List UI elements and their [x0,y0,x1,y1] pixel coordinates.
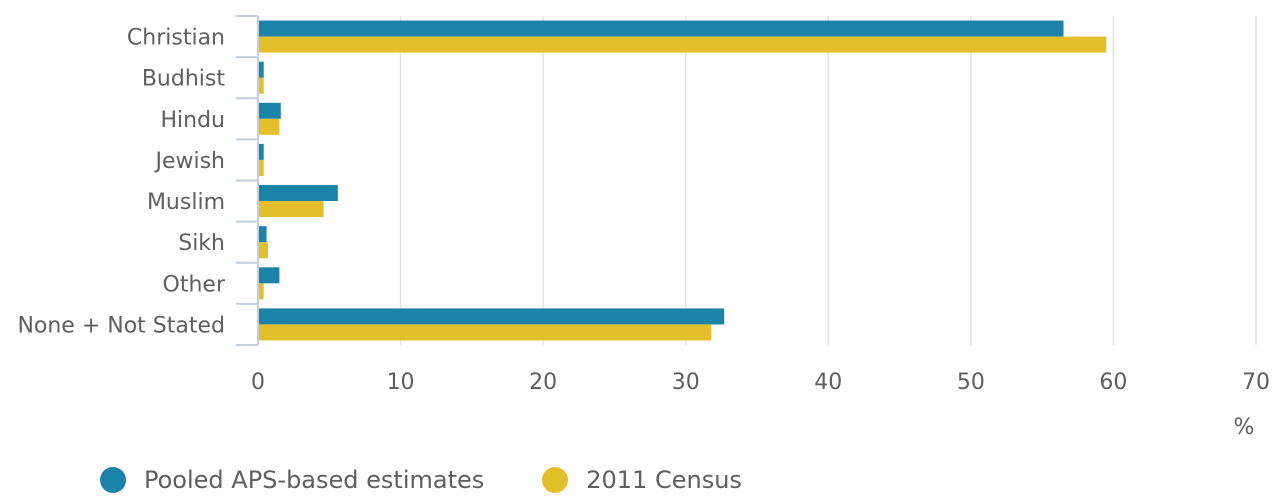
category-label: Jewish [153,149,225,174]
bar-pooled [258,20,1064,37]
category-labels: Christian Budhist Hindu Jewish Muslim Sikh Oth… [17,26,226,339]
bar-pooled [258,267,280,284]
x-tick-label: 20 [529,370,557,395]
legend-item-census[interactable]: 2011 Census [542,466,742,494]
bar-census [258,77,264,94]
x-tick-label: 70 [1242,370,1270,395]
legend: Pooled APS-based estimates 2011 Census [100,462,742,498]
category-label: Sikh [178,231,225,256]
bar-pooled [258,143,264,160]
bar-pooled [258,308,725,325]
category-label: Christian [127,26,225,51]
x-tick-label: 0 [251,370,265,395]
category-label: Muslim [147,190,225,215]
legend-label-census: 2011 Census [586,466,742,494]
bar-census [258,242,268,259]
x-tick-labels: 0 10 20 30 40 50 60 70 [251,370,1270,395]
gridlines [399,16,1257,345]
x-tick-label: 50 [957,370,985,395]
bar-pooled [258,61,264,78]
category-label: Budhist [142,67,226,92]
bar-census [258,36,1107,53]
bar-pooled [258,226,267,243]
legend-swatch-pooled [100,467,126,493]
bars [258,20,1107,341]
x-tick-label: 30 [672,370,700,395]
category-label: None + Not Stated [17,313,225,338]
legend-swatch-census [542,467,569,493]
y-axis [236,15,259,346]
x-tick-label: 10 [387,370,415,395]
bar-chart: Christian Budhist Hindu Jewish Muslim Sikh Oth… [17,15,1270,440]
bar-census [258,159,264,176]
x-axis-unit-label: % [1234,415,1255,440]
category-label: Hindu [160,108,225,133]
legend-item-pooled[interactable]: Pooled APS-based estimates [100,466,484,494]
category-label: Other [163,272,226,297]
x-tick-label: 40 [814,370,842,395]
legend-label-pooled: Pooled APS-based estimates [144,466,485,494]
bar-pooled [258,185,338,202]
bar-census [258,201,324,218]
bar-pooled [258,102,281,119]
x-tick-label: 60 [1099,370,1127,395]
bar-census [258,283,264,300]
bar-census [258,324,712,341]
bar-census [258,118,280,135]
